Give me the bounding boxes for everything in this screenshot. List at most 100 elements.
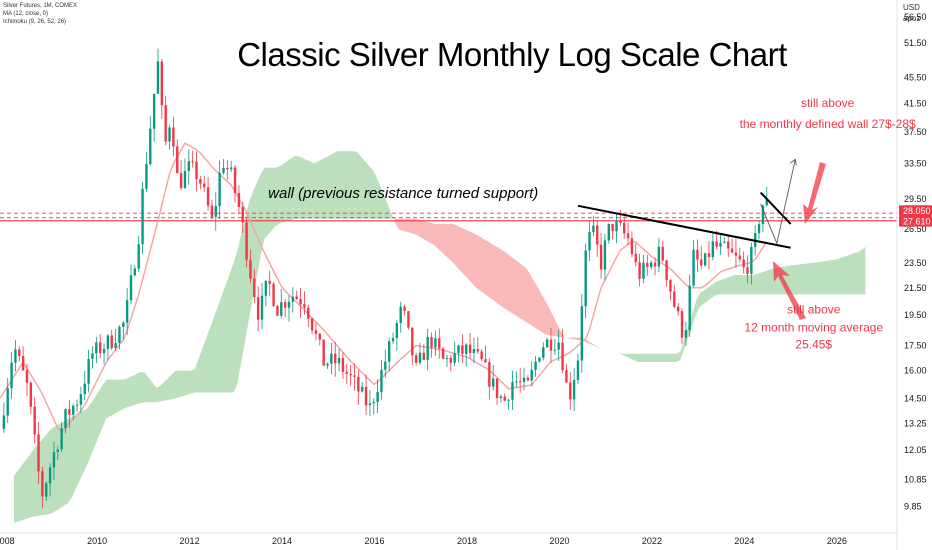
candle [623, 216, 626, 239]
candle-body [249, 259, 252, 279]
candle [276, 304, 279, 316]
candle-body [391, 338, 395, 342]
candle [18, 346, 21, 362]
x-tick-label: 2024 [734, 536, 754, 546]
candle [287, 295, 291, 322]
candle-body [630, 238, 634, 254]
candle [295, 290, 298, 300]
candle-body [480, 351, 483, 360]
candle-body [453, 352, 456, 363]
annotation-1: still above [801, 96, 855, 110]
candle [484, 345, 487, 363]
candle [465, 343, 468, 367]
candle [64, 408, 67, 434]
candle [403, 304, 406, 316]
candle [95, 336, 98, 364]
candle-body [41, 471, 44, 497]
candle-body [14, 349, 17, 363]
candle [210, 199, 214, 220]
candle-body [2, 415, 6, 429]
candle [765, 186, 768, 207]
candle-body [60, 428, 63, 450]
candle [322, 339, 325, 366]
candle-body [195, 161, 198, 180]
candle-body [376, 392, 379, 402]
candle-body [488, 362, 491, 387]
candle-body [484, 359, 487, 363]
candle-body [765, 198, 768, 206]
candle [542, 342, 545, 361]
candle [534, 356, 537, 377]
candle-body [727, 241, 730, 249]
candle [206, 176, 210, 211]
candle-body [742, 259, 745, 268]
candle [607, 223, 610, 244]
candle [345, 363, 348, 384]
candle-body [403, 306, 406, 312]
candle-body [468, 344, 472, 353]
x-tick-label: 2012 [180, 536, 200, 546]
candle [619, 209, 622, 226]
candle [399, 301, 402, 333]
candle-body [588, 232, 591, 251]
candle [241, 201, 244, 233]
candle [634, 243, 637, 267]
candle-body [499, 396, 503, 399]
y-tick-label: 13.25 [904, 419, 927, 429]
annotation-3: still above [787, 303, 841, 317]
candle-body [372, 401, 375, 404]
candle [156, 48, 160, 95]
candle [233, 165, 237, 203]
annotation-2: the monthly defined wall 27$-28$ [740, 117, 916, 131]
candle-body [669, 280, 672, 292]
candle [538, 356, 541, 363]
candle-body [692, 249, 695, 286]
candle-body [619, 221, 622, 223]
candle [438, 328, 441, 359]
candle [260, 282, 264, 330]
candle [384, 349, 387, 378]
candle [592, 215, 595, 237]
candle-body [226, 168, 229, 170]
candle-body [526, 377, 530, 381]
candle [110, 329, 113, 351]
candle-body [176, 146, 179, 174]
y-tick-label: 33.50 [904, 158, 927, 168]
candle [45, 481, 48, 501]
candle-body [199, 179, 202, 184]
candle-body [64, 409, 67, 429]
candle [291, 287, 295, 313]
candle-body [25, 370, 29, 383]
candle-body [314, 330, 318, 334]
candle [10, 352, 13, 399]
candle [249, 249, 252, 283]
candle [738, 247, 741, 263]
candle [488, 358, 491, 400]
candle-body [507, 399, 510, 401]
candle [125, 287, 129, 336]
candle-body [457, 345, 460, 353]
y-tick-label: 41.50 [904, 98, 927, 108]
candle-body [110, 335, 113, 349]
candle [711, 233, 715, 261]
candle [476, 336, 479, 355]
candle [314, 322, 318, 341]
candle [203, 175, 206, 193]
candle-body [684, 330, 688, 338]
candle-body [696, 249, 699, 260]
chart-title: Classic Silver Monthly Log Scale Chart [237, 36, 787, 73]
candle [75, 399, 79, 412]
candle-body [272, 283, 275, 307]
candle [268, 270, 271, 297]
candle [106, 333, 110, 361]
candle-body [229, 167, 233, 170]
candle-body [48, 467, 52, 484]
y-tick-label: 16.00 [904, 366, 927, 376]
candle-body [653, 262, 657, 267]
candle-body [37, 434, 40, 472]
candle [661, 241, 664, 263]
candle [657, 237, 661, 272]
candle-body [611, 223, 614, 232]
candle-body [291, 296, 295, 302]
